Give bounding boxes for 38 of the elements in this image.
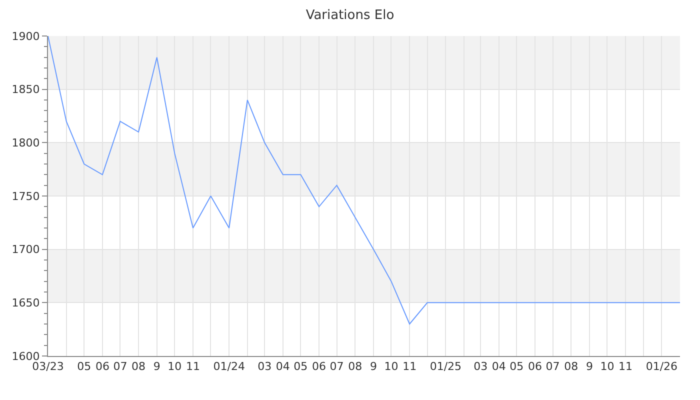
x-tick-label: 03/23	[32, 360, 64, 374]
x-tick-label: 9	[370, 360, 377, 374]
x-tick-label: 07	[330, 360, 344, 374]
x-tick-label: 05	[294, 360, 308, 374]
x-tick-label: 9	[153, 360, 160, 374]
y-tick-label: 1800	[12, 136, 40, 150]
x-tick-label: 03	[474, 360, 488, 374]
x-tick-label: 10	[384, 360, 398, 374]
x-tick-label: 11	[186, 360, 200, 374]
x-tick-label: 06	[528, 360, 542, 374]
x-tick-label: 9	[586, 360, 593, 374]
x-tick-label: 11	[402, 360, 417, 374]
x-tick-label: 08	[564, 360, 578, 374]
y-tick-label: 1600	[12, 350, 40, 363]
x-tick-label: 05	[77, 360, 92, 374]
x-tick-label: 06	[95, 360, 110, 374]
y-tick-label: 1700	[12, 243, 40, 256]
x-tick-label: 11	[618, 360, 633, 374]
chart-title: Variations Elo	[306, 8, 394, 24]
x-tick-label: 01/26	[646, 360, 678, 374]
x-tick-label: 08	[132, 360, 146, 374]
x-tick-label: 04	[492, 360, 506, 374]
x-tick-label: 04	[276, 360, 290, 374]
x-tick-label: 07	[113, 360, 128, 374]
y-tick-label: 1750	[12, 190, 40, 203]
x-tick-label: 08	[348, 360, 362, 374]
x-tick-label: 06	[312, 360, 326, 374]
x-tick-label: 01/25	[430, 360, 462, 374]
x-tick-label: 10	[168, 360, 182, 374]
x-tick-label: 01/24	[213, 360, 245, 374]
x-tick-label: 05	[510, 360, 524, 374]
x-tick-label: 07	[546, 360, 560, 374]
y-tick-label: 1850	[12, 83, 40, 96]
x-tick-label: 03	[258, 360, 272, 374]
x-tick-label: 10	[600, 360, 614, 374]
y-tick-label: 1650	[12, 296, 40, 310]
y-tick-label: 1900	[12, 30, 40, 43]
line-series	[48, 36, 680, 324]
